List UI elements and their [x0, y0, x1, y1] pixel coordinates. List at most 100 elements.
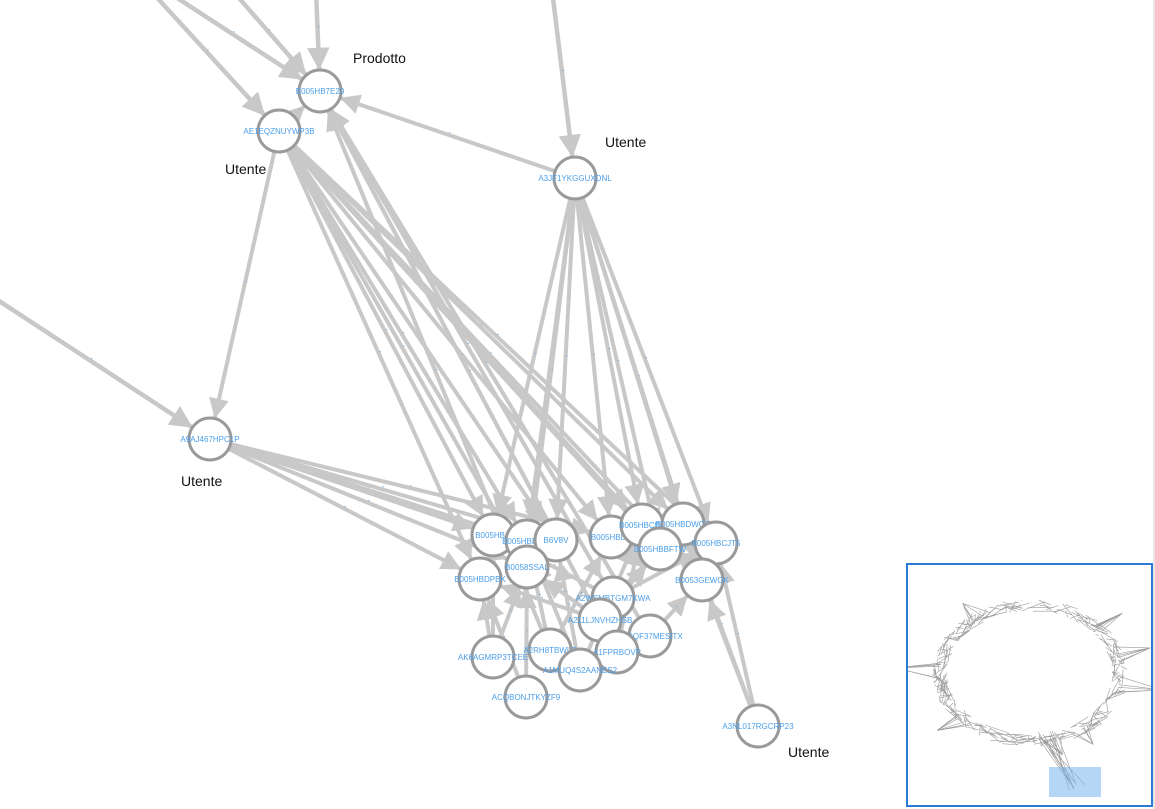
graph-node-ak6agmrp3tcee[interactable]: AK6AGMRP3TCEE: [458, 634, 528, 680]
graph-edge-2[interactable]: [286, 147, 485, 517]
graph-edge-offscreen-2[interactable]: [307, 0, 330, 71]
edge-weight-label: -: [344, 504, 347, 511]
graph-edge-33[interactable]: [329, 108, 605, 582]
node-label: B0053GEWGK: [675, 576, 729, 585]
annotation-utente-left: Utente: [181, 473, 223, 489]
node-label: ACQBONJTKYZF9: [492, 693, 561, 702]
graph-edge-1[interactable]: [339, 94, 558, 174]
graph-edge-29[interactable]: [228, 441, 591, 537]
edge-weight-label: -: [737, 630, 740, 637]
node-label: A2RH8TBWLS: [523, 646, 576, 655]
graph-edge-35[interactable]: [329, 108, 642, 621]
graph-edge-offscreen-5[interactable]: [0, 295, 194, 429]
node-circle[interactable]: [679, 557, 725, 603]
edge-weight-label: -: [539, 591, 542, 598]
graph-node-a3nl017rgcrp23[interactable]: A3NL017RGCRP23: [722, 703, 794, 749]
graph-node-a1muq4s2aanes2[interactable]: A1MUQ4S2AANES2: [543, 647, 618, 693]
graph-edge-0[interactable]: [283, 105, 306, 127]
graph-edge-21[interactable]: [577, 196, 661, 529]
graph-node-a3jf1ykgguxdnl[interactable]: A3JF1YKGGUXDNL: [538, 155, 612, 201]
graph-edge-55[interactable]: [499, 582, 583, 616]
graph-node-b0058ssal[interactable]: B0058SSAL: [504, 544, 550, 590]
graph-edge-13[interactable]: [209, 149, 277, 419]
edge-weight-label: -: [564, 589, 567, 596]
node-label: A2WSMBTGM7KWA: [576, 594, 651, 603]
edge-weight-label: -: [497, 331, 500, 338]
graph-node-b0053gewgk[interactable]: B0053GEWGK: [675, 557, 730, 603]
edge-weight-label: -: [467, 340, 470, 347]
graph-node-ae1eqznuywp3b[interactable]: AE1EQZNUYWP3B: [243, 108, 315, 154]
scrollbar[interactable]: [1153, 0, 1155, 809]
edge-weight-label: -: [90, 356, 93, 363]
edge-weight-label: -: [675, 604, 678, 611]
graph-node-a9aj467hpc1p[interactable]: A9AJ467HPC1P: [180, 416, 240, 462]
graph-edge-42[interactable]: [557, 555, 603, 634]
node-circle[interactable]: [256, 108, 302, 154]
graph-edge-16[interactable]: [548, 196, 576, 520]
graph-edge-23[interactable]: [579, 196, 700, 561]
graph-edge-18[interactable]: [576, 196, 645, 505]
graph-node-b005hbbftw[interactable]: B005HBBFTW: [634, 526, 687, 572]
graph-node-b6v8v[interactable]: B6V8V: [533, 517, 579, 563]
graph-node-b005hbdpbk[interactable]: B005HBDPBK: [454, 556, 506, 602]
node-circle[interactable]: [457, 556, 503, 602]
edge-weight-label: -: [268, 27, 271, 34]
graph-edge-43[interactable]: [553, 560, 579, 652]
node-circle[interactable]: [297, 68, 343, 114]
node-label: B005HBCJT5: [692, 539, 741, 548]
graph-edge-27[interactable]: [227, 444, 508, 561]
graph-edge-14[interactable]: [492, 196, 573, 515]
edge-weight-label: -: [510, 608, 513, 615]
node-circle[interactable]: [503, 674, 549, 720]
graph-node-acqbonjtkyzf9[interactable]: ACQBONJTKYZF9: [492, 674, 561, 720]
graph-edge-offscreen-4[interactable]: [550, 0, 581, 158]
graph-node-a1fprbovp[interactable]: A1FPRBOVP: [593, 629, 641, 675]
node-label: A1MUQ4S2AANES2: [543, 666, 618, 675]
graph-edge-11[interactable]: [291, 144, 689, 566]
graph-edge-3[interactable]: [287, 146, 518, 524]
graph-edge-22[interactable]: [522, 196, 575, 547]
minimap-viewport[interactable]: [1049, 767, 1101, 797]
minimap-edges: [908, 599, 1151, 791]
graph-edge-12[interactable]: [285, 148, 473, 561]
node-label: B005HBDF: [591, 533, 632, 542]
node-circle[interactable]: [637, 526, 683, 572]
graph-edge-offscreen-1[interactable]: [232, 0, 308, 76]
annotation-utente-top-left: Utente: [225, 161, 267, 177]
graph-node-b005hbcjt5[interactable]: B005HBCJT5: [692, 520, 741, 566]
node-circle[interactable]: [187, 416, 233, 462]
node-label: A9AJ467HPC1P: [180, 435, 239, 444]
node-circle[interactable]: [533, 517, 579, 563]
edge-weight-label: -: [460, 351, 463, 358]
graph-edge-offscreen-0[interactable]: [165, 0, 303, 81]
node-circle[interactable]: [504, 544, 550, 590]
graph-edge-28[interactable]: [226, 446, 462, 571]
graph-edge-17[interactable]: [575, 196, 617, 517]
graph-edge-5[interactable]: [290, 145, 599, 522]
graph-edge-49[interactable]: [662, 594, 689, 623]
node-label: AE1EQZNUYWP3B: [243, 127, 314, 136]
edge-weight-label: -: [386, 327, 389, 334]
edge-weight-label: -: [617, 358, 620, 365]
graph-edge-offscreen-3[interactable]: [150, 0, 266, 117]
node-circle[interactable]: [470, 634, 516, 680]
graph-node-b005hb7e20[interactable]: B005HB7E20: [296, 68, 345, 114]
node-label: A3NL017RGCRP23: [722, 722, 794, 731]
edge-weight-label: -: [541, 595, 544, 602]
graph-edge-20[interactable]: [580, 195, 711, 524]
graph-edge-48[interactable]: [543, 578, 586, 610]
edge-weight-label: -: [245, 279, 248, 286]
graph-edge-4[interactable]: [288, 146, 546, 523]
graph-edge-52[interactable]: [516, 587, 537, 679]
node-circle[interactable]: [552, 155, 598, 201]
edge-weight-label: -: [562, 68, 565, 75]
node-circle[interactable]: [557, 647, 603, 693]
node-label: B005HB7E20: [296, 87, 345, 96]
node-circle[interactable]: [735, 703, 781, 749]
edge-weight-label: -: [480, 322, 483, 329]
graph-minimap[interactable]: [906, 563, 1153, 807]
graph-edge-10[interactable]: [287, 147, 518, 550]
node-circle[interactable]: [594, 629, 640, 675]
graph-edge-30[interactable]: [715, 563, 756, 708]
